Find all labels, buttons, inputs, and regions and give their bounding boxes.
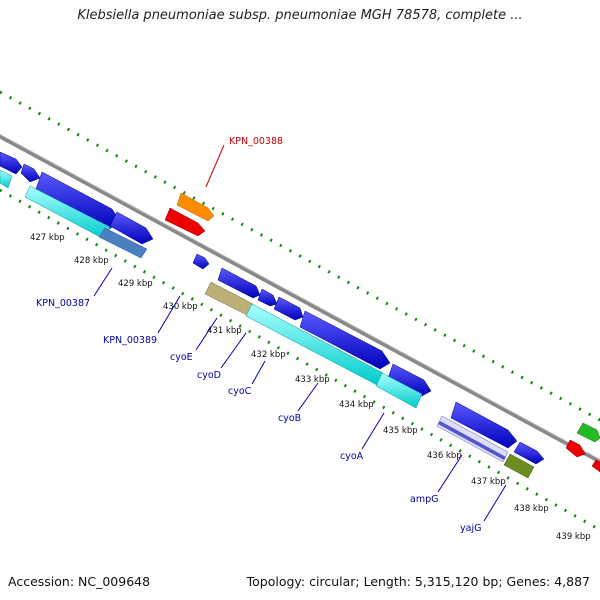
tick-label: 434 kbp [339,400,374,410]
label-leaders [93,144,507,522]
gene-arrow [375,372,423,409]
gene-arrow [513,441,545,465]
outer-tick-track [0,90,600,422]
gene-label-cyoe: cyoE [170,352,193,363]
tick-label: 429 kbp [118,279,153,289]
gene-arrow [387,363,432,397]
topology-text: Topology: circular; Length: 5,315,120 bp… [246,574,590,589]
gene-arrow [438,421,506,460]
genome-backbone [0,134,600,464]
gene-arrow [257,288,278,307]
tick-label: 428 kbp [74,256,109,266]
gene-arrow [450,401,518,449]
tick-label: 427 kbp [30,233,65,243]
gene-arrow [299,310,391,370]
inner-tick-track [0,188,600,532]
gene-label-kpn-00389: KPN_00389 [103,335,157,346]
tick-label: 431 kbp [207,326,242,336]
gene-arrow [217,267,261,299]
gene-label-kpn-00388: KPN_00388 [229,136,283,147]
gene-label-cyoa: cyoA [340,451,364,462]
gene-arrow [98,227,148,259]
gene-arrow [576,422,600,443]
gene-arrow [565,439,586,458]
gene-arrow [164,207,206,237]
tick-label: 436 kbp [427,451,462,461]
gene-label-ampg: ampG [410,494,438,505]
accession-text: Accession: NC_009648 [8,574,151,589]
gene-label-cyod: cyoD [197,370,221,381]
gene-arrow [176,192,215,222]
gene-label-kpn-00387: KPN_00387 [36,298,90,309]
tick-label: 437 kbp [471,477,506,487]
gene-label-cyoc: cyoC [228,386,252,397]
gene-features[interactable] [0,151,600,479]
tick-label: 439 kbp [556,532,591,542]
tick-label: 430 kbp [163,302,198,312]
map-title: Klebsiella pneumoniae subsp. pneumoniae … [77,8,523,23]
gene-label-yajg: yajG [460,523,481,534]
tick-label: 438 kbp [514,504,549,514]
tick-label: 432 kbp [251,350,286,360]
gene-labels[interactable]: KPN_00388 KPN_00387 KPN_00389 cyoE cyoD … [36,136,481,534]
gene-arrow [109,211,154,245]
gene-arrow [0,151,23,175]
gene-arrow [503,453,535,479]
gene-arrow [0,169,13,189]
tick-label: 435 kbp [383,426,418,436]
tick-label: 433 kbp [295,375,330,385]
gene-arrow [273,296,304,321]
gene-label-cyob: cyoB [278,413,301,424]
gene-arrow [20,163,41,183]
gene-arrow [591,459,600,473]
gene-arrow [192,253,210,270]
tick-labels: 427 kbp 428 kbp 429 kbp 430 kbp 431 kbp … [30,233,591,542]
